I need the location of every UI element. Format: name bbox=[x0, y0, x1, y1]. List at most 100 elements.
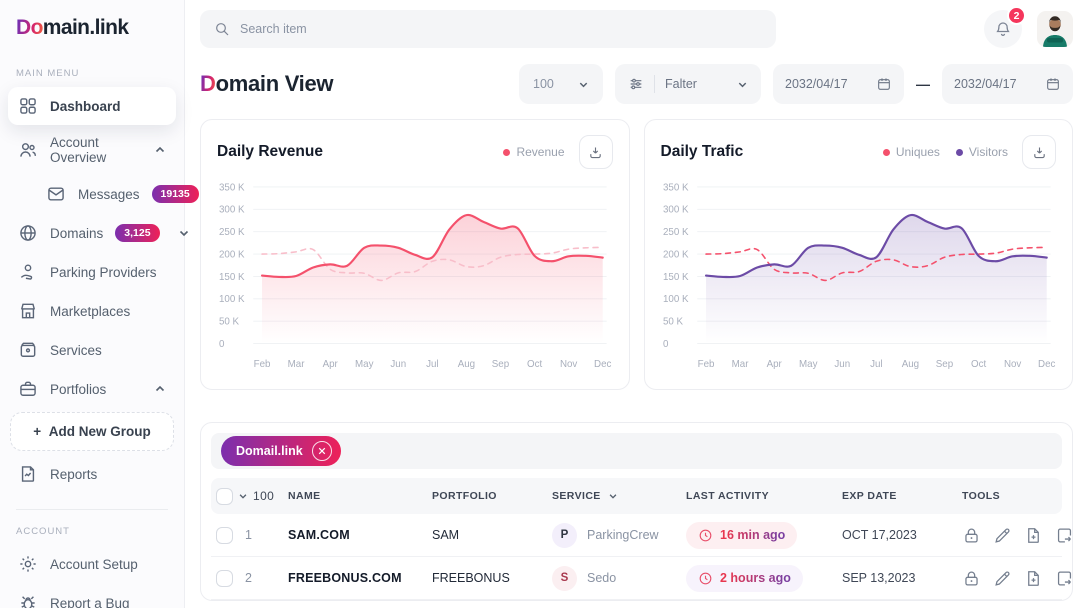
search-icon bbox=[216, 23, 229, 36]
chevron-down-icon bbox=[239, 494, 247, 499]
svg-text:200 K: 200 K bbox=[662, 249, 688, 260]
table-page-size-select[interactable]: 100 bbox=[238, 489, 288, 503]
daily-revenue-card: Daily Revenue Revenue 0 50 K 100 K 150 K 200… bbox=[200, 119, 630, 390]
svg-text:May: May bbox=[355, 359, 374, 370]
dashboard-icon bbox=[18, 96, 38, 116]
filter-dropdown[interactable]: Falter bbox=[615, 64, 761, 104]
remove-tag-button[interactable] bbox=[311, 441, 332, 461]
hand-coin-icon bbox=[18, 262, 38, 282]
avatar-image bbox=[1037, 11, 1073, 47]
chevron-up-icon bbox=[154, 144, 166, 156]
table-header: 100 NAME PORTFOLIO SERVICE LAST ACTIVITY… bbox=[211, 478, 1062, 514]
svg-text:0: 0 bbox=[219, 339, 225, 350]
date-to-picker[interactable]: 2032/04/17 bbox=[942, 64, 1073, 104]
sidebar-item-report-a-bug[interactable]: Report a Bug bbox=[8, 584, 176, 608]
page-title-accent: D bbox=[200, 71, 216, 96]
svg-text:Dec: Dec bbox=[594, 359, 611, 370]
page-size-select[interactable]: 100 bbox=[519, 64, 603, 104]
legend-label: Visitors bbox=[968, 145, 1008, 159]
legend-label: Uniques bbox=[895, 145, 940, 159]
svg-text:150 K: 150 K bbox=[662, 272, 688, 283]
table-page-size-value: 100 bbox=[253, 489, 275, 503]
download-button[interactable] bbox=[1022, 135, 1056, 169]
search-bar[interactable] bbox=[200, 10, 776, 48]
svg-text:Aug: Aug bbox=[901, 359, 918, 370]
notifications-button[interactable]: 2 bbox=[984, 6, 1026, 48]
sidebar: Domain.link MAIN MENU Dashboard Account … bbox=[0, 0, 199, 608]
edit-icon[interactable] bbox=[993, 569, 1012, 588]
sidebar-item-dashboard[interactable]: Dashboard bbox=[8, 87, 176, 125]
sidebar-item-label: Messages bbox=[78, 186, 140, 202]
service-initial-badge: P bbox=[552, 522, 577, 548]
sidebar-item-services[interactable]: Services bbox=[8, 331, 176, 369]
svg-text:300 K: 300 K bbox=[662, 205, 688, 216]
sidebar-item-marketplaces[interactable]: Marketplaces bbox=[8, 292, 176, 330]
chart-legend: Uniques Visitors bbox=[882, 145, 1008, 159]
sidebar-item-domains[interactable]: Domains 3,125 bbox=[8, 214, 188, 252]
legend-dot bbox=[503, 148, 511, 156]
file-add-icon[interactable] bbox=[1024, 569, 1043, 588]
row-number: 2 bbox=[245, 571, 252, 585]
search-input[interactable] bbox=[240, 22, 762, 36]
page-title: Domain View bbox=[200, 71, 334, 97]
row-number: 1 bbox=[245, 528, 252, 542]
table-row: 2 FREEBONUS.COM FREEBONUS S Sedo 2 hours… bbox=[211, 557, 1072, 600]
date-to-value: 2032/04/17 bbox=[954, 77, 1017, 91]
svg-text:200 K: 200 K bbox=[219, 249, 245, 260]
avatar[interactable] bbox=[1037, 11, 1073, 47]
storefront-icon bbox=[18, 301, 38, 321]
sidebar-item-parking-providers[interactable]: Parking Providers bbox=[8, 253, 176, 291]
lock-icon[interactable] bbox=[962, 526, 981, 545]
domain-name-cell: SAM.COM bbox=[288, 528, 350, 542]
file-export-icon[interactable] bbox=[1055, 569, 1074, 588]
row-checkbox[interactable] bbox=[216, 569, 233, 587]
sidebar-item-reports[interactable]: Reports bbox=[8, 455, 176, 493]
download-button[interactable] bbox=[578, 135, 613, 169]
svg-text:Oct: Oct bbox=[970, 359, 985, 370]
tools-cell bbox=[962, 569, 1074, 588]
legend-item: Revenue bbox=[503, 145, 565, 159]
select-all-checkbox[interactable] bbox=[216, 487, 233, 505]
sidebar-item-label: Marketplaces bbox=[50, 303, 131, 319]
svg-text:Apr: Apr bbox=[323, 359, 339, 370]
bell-icon bbox=[996, 22, 1010, 36]
header-controls: 100 Falter 2032/04/17 — 2032/04/17 bbox=[519, 64, 1073, 104]
svg-text:300 K: 300 K bbox=[219, 205, 245, 216]
lock-icon[interactable] bbox=[962, 569, 981, 588]
date-from-picker[interactable]: 2032/04/17 bbox=[773, 64, 904, 104]
tools-cell bbox=[962, 526, 1074, 545]
svg-text:Oct: Oct bbox=[527, 359, 542, 370]
divider bbox=[654, 75, 655, 93]
sidebar-item-account-setup[interactable]: Account Setup bbox=[8, 545, 176, 583]
legend-dot bbox=[882, 148, 890, 156]
file-add-icon[interactable] bbox=[1024, 526, 1043, 545]
sidebar-item-portfolios[interactable]: Portfolios bbox=[8, 370, 176, 408]
svg-text:250 K: 250 K bbox=[662, 227, 688, 238]
sidebar-item-label: Portfolios bbox=[50, 381, 107, 397]
svg-text:100 K: 100 K bbox=[662, 294, 688, 305]
file-export-icon[interactable] bbox=[1055, 526, 1074, 545]
sidebar-item-messages[interactable]: Messages 19135 bbox=[8, 175, 199, 213]
svg-text:Nov: Nov bbox=[1003, 359, 1020, 370]
last-activity-badge: 2 hours ago bbox=[686, 564, 803, 592]
column-header-service-label: SERVICE bbox=[552, 490, 601, 502]
svg-text:Nov: Nov bbox=[560, 359, 577, 370]
chevron-down-icon bbox=[178, 227, 190, 239]
calendar-icon bbox=[878, 78, 890, 90]
briefcase-icon bbox=[18, 379, 38, 399]
chart-legend: Revenue bbox=[503, 145, 565, 159]
edit-icon[interactable] bbox=[993, 526, 1012, 545]
chart-header: Daily Revenue Revenue bbox=[217, 135, 613, 169]
column-header-service[interactable]: SERVICE bbox=[552, 490, 686, 502]
svg-text:Jul: Jul bbox=[870, 359, 882, 370]
chevron-down-icon bbox=[609, 494, 617, 499]
filter-tag[interactable]: Domail.link bbox=[221, 436, 341, 466]
row-checkbox[interactable] bbox=[216, 526, 233, 544]
account-label: ACCOUNT bbox=[16, 526, 70, 537]
svg-text:250 K: 250 K bbox=[219, 227, 245, 238]
sidebar-divider bbox=[16, 509, 168, 510]
daily-revenue-chart: 0 50 K 100 K 150 K 200 K 250 K 300 K 350 K Feb Ma… bbox=[219, 182, 612, 370]
sidebar-item-label: Services bbox=[50, 342, 102, 358]
add-new-group-button[interactable]: + Add New Group bbox=[10, 412, 174, 451]
sidebar-item-account-overview[interactable]: Account Overview bbox=[8, 126, 176, 174]
